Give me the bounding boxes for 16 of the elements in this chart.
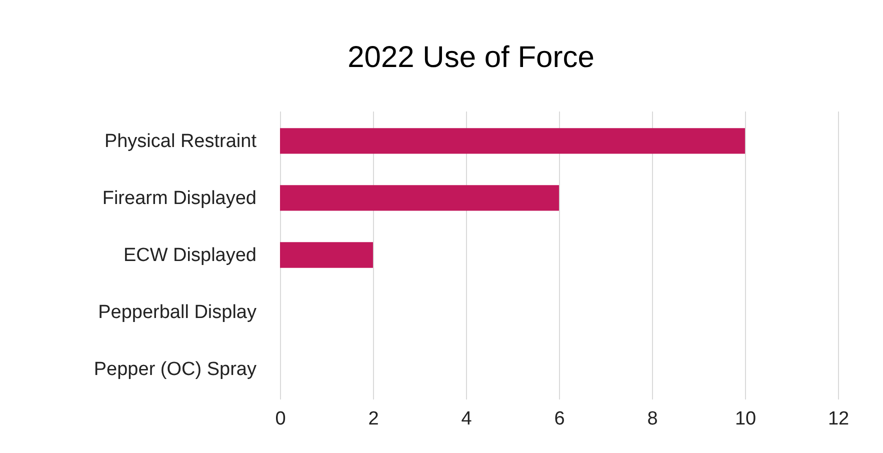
y-tick-label: Firearm Displayed <box>102 188 256 209</box>
x-tick-label: 10 <box>734 408 756 430</box>
x-tick-label: 0 <box>275 408 286 430</box>
x-tick-label: 8 <box>647 408 658 430</box>
bar <box>280 185 559 211</box>
x-tick-label: 4 <box>461 408 472 430</box>
y-tick-label: Pepper (OC) Spray <box>94 359 257 380</box>
bar <box>280 242 373 268</box>
chart-title: 2022 Use of Force <box>348 41 594 74</box>
x-tick-label: 6 <box>554 408 565 430</box>
bar <box>280 128 745 154</box>
y-tick-label: Physical Restraint <box>104 130 258 152</box>
y-tick-label: Pepperball Display <box>98 302 257 324</box>
x-tick-label: 2 <box>368 408 379 430</box>
y-tick-label: ECW Displayed <box>123 245 256 266</box>
x-tick-label: 12 <box>828 408 850 430</box>
